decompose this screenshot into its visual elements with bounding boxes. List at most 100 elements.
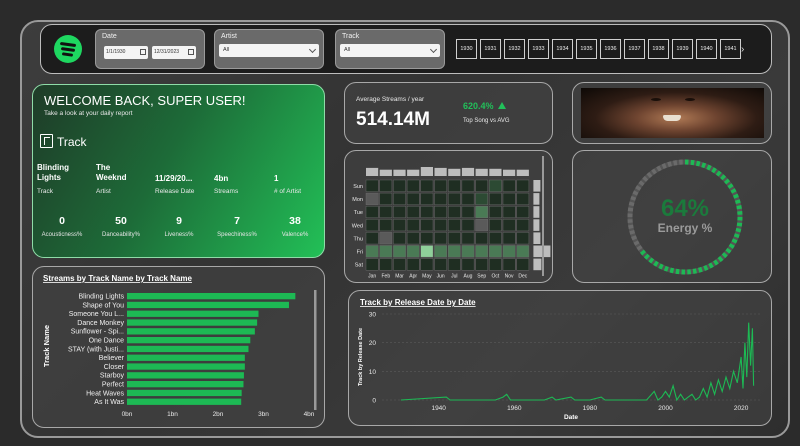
end-date-value: 12/31/2023 bbox=[154, 49, 180, 55]
heatmap-cell bbox=[516, 179, 530, 192]
calendar-icon[interactable] bbox=[188, 49, 194, 55]
year-1939[interactable]: 1939 bbox=[672, 39, 693, 59]
bar bbox=[127, 337, 251, 344]
artist-value: The Weeknd bbox=[96, 163, 127, 182]
heatmap-col-label: Sep bbox=[477, 274, 486, 280]
bar-x-tick: 0bn bbox=[122, 411, 133, 418]
heatmap-cell bbox=[489, 179, 502, 192]
heatmap-cell bbox=[461, 258, 475, 271]
trend-up-icon bbox=[498, 102, 506, 109]
energy-gauge-fill bbox=[701, 162, 707, 169]
heatmap-col-label: May bbox=[422, 274, 432, 280]
year-1937[interactable]: 1937 bbox=[624, 39, 645, 59]
year-1931[interactable]: 1931 bbox=[480, 39, 501, 59]
year-1936[interactable]: 1936 bbox=[600, 39, 621, 59]
year-1934[interactable]: 1934 bbox=[552, 39, 573, 59]
year-1935[interactable]: 1935 bbox=[576, 39, 597, 59]
energy-gauge-empty bbox=[633, 240, 640, 246]
heatmap-col-label: Jan bbox=[368, 274, 376, 280]
bar-category-label: Shape of You bbox=[82, 302, 124, 309]
heatmap-side-bar bbox=[533, 245, 551, 258]
line-x-tick: 2000 bbox=[658, 405, 673, 412]
welcome-card bbox=[32, 84, 325, 258]
heatmap-cell bbox=[447, 206, 461, 219]
heatmap-cell bbox=[406, 192, 420, 205]
line-x-tick: 1960 bbox=[507, 405, 522, 412]
heatmap-cell bbox=[461, 206, 475, 219]
heatmap-cell bbox=[461, 219, 475, 232]
heatmap-cell bbox=[365, 232, 379, 245]
heatmap-cell bbox=[489, 219, 502, 232]
year-1932[interactable]: 1932 bbox=[504, 39, 525, 59]
heatmap-cell bbox=[406, 179, 420, 192]
line-chart-title: Track by Release Date by Date bbox=[360, 298, 476, 307]
heatmap-cell bbox=[434, 179, 447, 192]
heatmap-side-bar bbox=[533, 180, 541, 192]
heatmap-cell bbox=[475, 245, 489, 258]
heatmap-cell bbox=[420, 245, 434, 258]
end-date-input[interactable]: 12/31/2023 bbox=[152, 46, 196, 59]
heatmap-cell bbox=[406, 219, 420, 232]
heatmap-col-label: Nov bbox=[505, 274, 514, 280]
chevron-down-icon bbox=[308, 45, 317, 54]
year-1941[interactable]: 1941 bbox=[720, 39, 741, 59]
heatmap-cell bbox=[393, 219, 406, 232]
heatmap-cell bbox=[406, 232, 420, 245]
heatmap-cell bbox=[379, 245, 393, 258]
bar-x-tick: 4bn bbox=[304, 411, 315, 418]
energy-gauge-fill bbox=[734, 199, 741, 204]
energy-gauge-empty bbox=[635, 185, 642, 191]
bar bbox=[127, 381, 244, 388]
artist-filter: Artist All bbox=[214, 29, 324, 69]
energy-gauge bbox=[627, 159, 743, 275]
heatmap-col-label: Mar bbox=[395, 274, 404, 280]
liveness-label: Liveness% bbox=[164, 232, 194, 238]
year-1940[interactable]: 1940 bbox=[696, 39, 717, 59]
heatmap-cell bbox=[516, 258, 530, 271]
avg-streams-value: 514.14M bbox=[356, 109, 430, 130]
music-note-icon bbox=[40, 134, 53, 148]
calendar-icon[interactable] bbox=[140, 49, 146, 55]
heatmap-cell bbox=[406, 245, 420, 258]
energy-gauge-fill bbox=[639, 249, 646, 256]
energy-gauge-fill bbox=[658, 263, 664, 270]
heatmap-cell bbox=[475, 179, 489, 192]
heatmap-cell bbox=[379, 206, 393, 219]
heatmap-cell bbox=[461, 192, 475, 205]
energy-gauge-fill bbox=[692, 268, 697, 274]
year-1933[interactable]: 1933 bbox=[528, 39, 549, 59]
valence-label: Valence% bbox=[281, 232, 309, 238]
heatmap-cell bbox=[502, 232, 516, 245]
artist-select[interactable]: All bbox=[219, 44, 319, 57]
heatmap-cell bbox=[489, 232, 502, 245]
heatmap-cell bbox=[434, 192, 447, 205]
heatmap-top-bar bbox=[366, 167, 379, 176]
energy-gauge-empty bbox=[628, 201, 635, 207]
start-date-input[interactable]: 1/1/1930 bbox=[104, 46, 148, 59]
heatmap-cell bbox=[420, 192, 434, 205]
track-name-value: Blinding Lights bbox=[37, 163, 69, 182]
track-select[interactable]: All bbox=[340, 44, 440, 57]
energy-gauge-fill bbox=[733, 233, 740, 239]
heatmap-cell bbox=[516, 232, 530, 245]
energy-gauge-fill bbox=[728, 243, 735, 249]
heatmap-top-bar bbox=[393, 169, 406, 176]
artist-label: Artist bbox=[96, 188, 111, 195]
valence-value: 38 bbox=[289, 215, 301, 227]
energy-gauge-empty bbox=[638, 180, 645, 187]
chevron-right-icon[interactable]: › bbox=[741, 44, 745, 55]
year-1930[interactable]: 1930 bbox=[456, 39, 477, 59]
speechiness-value: 7 bbox=[234, 215, 240, 227]
bar bbox=[127, 328, 255, 335]
heatmap-cell bbox=[434, 232, 447, 245]
energy-gauge-empty bbox=[629, 230, 636, 235]
heatmap-cell bbox=[489, 258, 502, 271]
bar-x-tick: 2bn bbox=[213, 411, 224, 418]
top-song-change-value: 620.4% bbox=[463, 101, 494, 111]
energy-gauge-fill bbox=[724, 178, 731, 185]
energy-gauge-empty bbox=[631, 235, 638, 241]
bar-chart-title: Streams by Track Name by Track Name bbox=[43, 274, 193, 283]
heatmap-cell bbox=[434, 206, 447, 219]
year-1938[interactable]: 1938 bbox=[648, 39, 669, 59]
heatmap-cell bbox=[475, 232, 489, 245]
